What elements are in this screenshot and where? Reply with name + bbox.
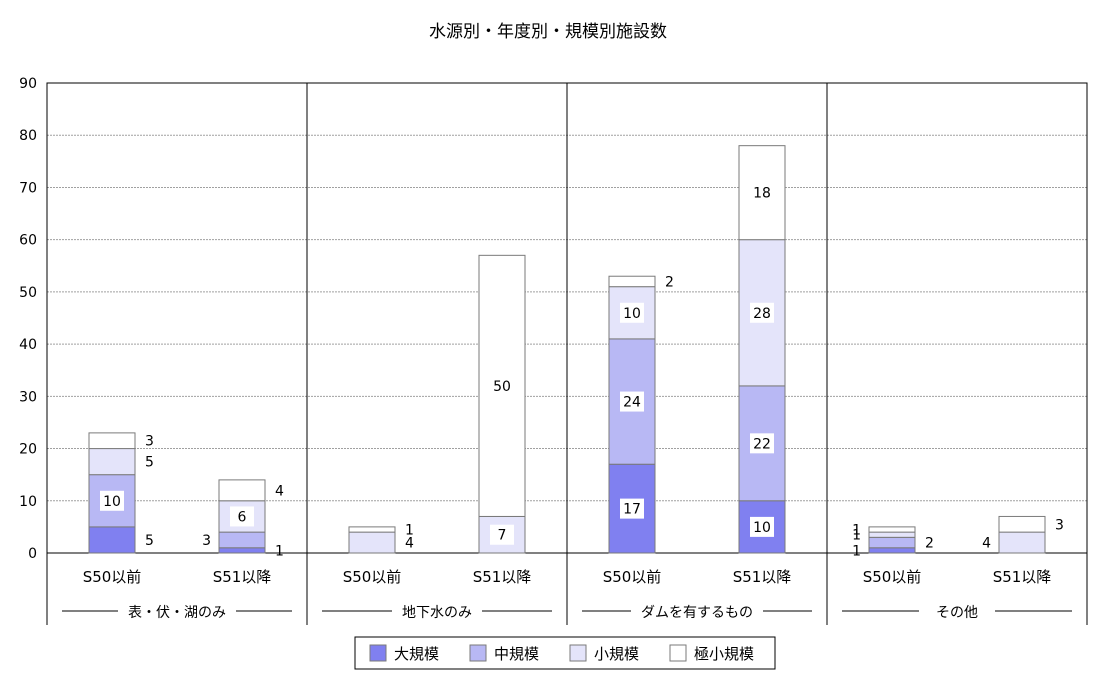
bar-segment [218, 479, 266, 502]
legend-box [354, 636, 776, 670]
data-label: 1 [852, 523, 861, 539]
bar-segment [88, 448, 136, 476]
x-category-label: S51以降 [733, 568, 792, 586]
data-label-background [620, 391, 644, 412]
y-tick-label: 10 [19, 494, 37, 510]
x-category-label: S50以前 [83, 568, 142, 586]
bar-segment [998, 531, 1046, 554]
bar-segment [868, 531, 916, 538]
data-label-background [100, 490, 124, 511]
data-label: 24 [623, 395, 641, 411]
bar-segment [348, 531, 396, 554]
x-category-label: S51以降 [473, 568, 532, 586]
x-group-label: 地下水のみ [402, 605, 472, 621]
data-label: 22 [753, 436, 771, 452]
x-category-label: S50以前 [863, 568, 922, 586]
bar-segment [868, 536, 916, 549]
y-tick-label: 20 [19, 442, 37, 458]
data-label: 1 [852, 543, 861, 559]
x-category-label: S51以降 [213, 568, 272, 586]
y-tick-label: 90 [19, 76, 37, 92]
bar-segment [608, 275, 656, 288]
x-category-label: S50以前 [603, 568, 662, 586]
data-label: 3 [145, 434, 154, 450]
bar-segment [868, 547, 916, 554]
data-label: 5 [145, 455, 154, 471]
data-label: 4 [982, 536, 991, 552]
data-label-background [750, 302, 774, 323]
data-label: 28 [753, 306, 771, 322]
legend-label: 中規模 [494, 645, 539, 663]
x-category-label: S51以降 [993, 568, 1052, 586]
y-tick-label: 60 [19, 233, 37, 249]
legend-label: 小規模 [594, 645, 639, 663]
data-label: 17 [623, 502, 641, 518]
y-tick-label: 30 [19, 389, 37, 405]
legend-swatch [669, 644, 687, 662]
data-label: 5 [145, 533, 154, 549]
data-label: 2 [925, 536, 934, 552]
bar-segment [998, 515, 1046, 533]
x-group-label: 表・伏・湖のみ [128, 605, 226, 621]
legend-swatch [569, 644, 587, 662]
data-label-background [620, 498, 644, 519]
legend-swatch [469, 644, 487, 662]
legend-swatch [369, 644, 387, 662]
bar-segment [88, 526, 136, 554]
y-tick-label: 80 [19, 128, 37, 144]
data-label: 1 [275, 543, 284, 559]
data-label-background [490, 375, 514, 396]
data-label: 3 [1055, 517, 1064, 533]
data-label: 7 [498, 528, 507, 544]
data-label-background [750, 433, 774, 454]
bar-segment [88, 432, 136, 450]
plot-frame [46, 82, 1088, 625]
y-tick-label: 40 [19, 337, 37, 353]
x-group-label: その他 [936, 605, 978, 621]
data-label-background [750, 516, 774, 537]
data-label: 50 [493, 379, 511, 395]
x-category-label: S50以前 [343, 568, 402, 586]
data-label-background [490, 524, 514, 545]
bar-segment [218, 531, 266, 549]
bar-segment [868, 526, 916, 533]
data-label: 6 [238, 509, 247, 525]
data-label: 2 [665, 274, 674, 290]
data-label: 10 [103, 494, 121, 510]
bars [88, 145, 1046, 554]
data-label-background [620, 302, 644, 323]
legend-label: 大規模 [394, 645, 439, 663]
data-label: 4 [275, 483, 284, 499]
y-axis: 0 10 20 30 40 50 60 70 80 90 [19, 76, 37, 562]
data-label: 1 [852, 528, 861, 544]
data-label-background [750, 182, 774, 203]
x-group-label: ダムを有するもの [641, 605, 753, 621]
data-label: 10 [753, 520, 771, 536]
data-label-background [230, 506, 254, 527]
data-label: 4 [405, 536, 414, 552]
data-label: 1 [405, 523, 414, 539]
legend-label: 極小規模 [694, 645, 754, 663]
chart-title: 水源別・年度別・規模別施設数 [429, 22, 667, 42]
data-label: 10 [623, 306, 641, 322]
y-tick-label: 70 [19, 180, 37, 196]
data-label: 18 [753, 186, 771, 202]
legend: 大規模 中規模 小規模 極小規模 [354, 636, 776, 670]
bar-segment [218, 547, 266, 554]
bar-segment [348, 526, 396, 533]
y-tick-label: 50 [19, 285, 37, 301]
data-label: 3 [202, 533, 211, 549]
y-tick-label: 0 [28, 546, 37, 562]
